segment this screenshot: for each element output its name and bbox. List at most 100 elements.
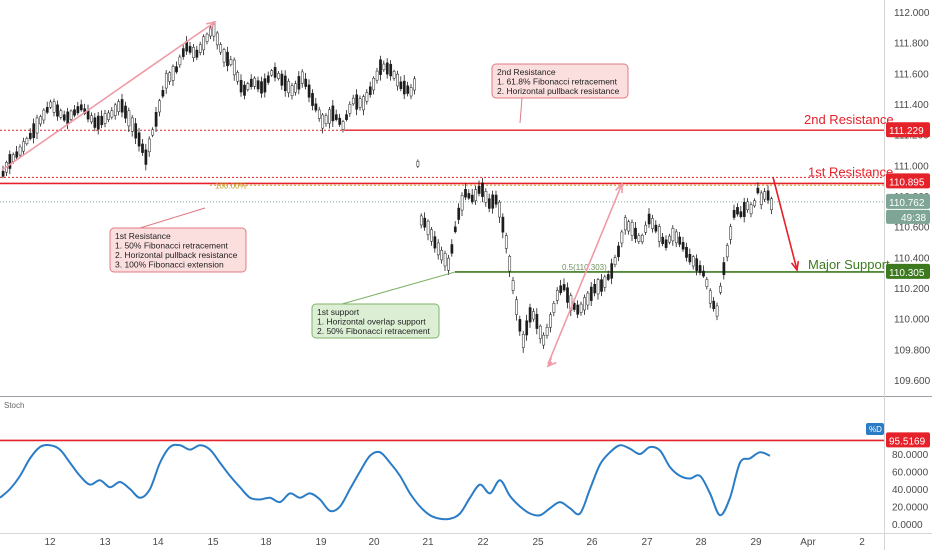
candle-body <box>396 73 399 87</box>
candle-body <box>589 286 593 301</box>
stoch-y-tick-label: 60.0000 <box>892 468 929 479</box>
candle-body <box>725 245 729 258</box>
trend-arrow-up-left-head <box>206 20 217 31</box>
candle-body <box>627 221 631 232</box>
x-tick-label: 19 <box>315 537 327 548</box>
candle-body <box>593 283 597 294</box>
candle-body <box>657 226 661 242</box>
last-price-label: 110.762 <box>889 198 925 209</box>
candle-body <box>671 228 675 242</box>
price-y-tick-label: 110.400 <box>894 253 930 264</box>
candle-body <box>93 117 97 128</box>
level-tag-label: 110.895 <box>889 177 925 188</box>
candle-body <box>249 78 253 87</box>
candle-body <box>66 111 70 125</box>
candle-body <box>277 73 280 79</box>
candle-body <box>358 98 362 108</box>
candle-body <box>253 77 257 87</box>
candle-body <box>494 194 498 205</box>
x-tick-label: 26 <box>586 537 598 548</box>
candle-body <box>171 66 175 81</box>
x-tick-label: 29 <box>750 537 762 548</box>
candle-body <box>651 218 654 229</box>
price-y-tick-label: 112.000 <box>894 8 930 19</box>
candle-body <box>226 51 229 67</box>
candle-body <box>345 114 348 120</box>
callout-resistance1-text: 3. 100% Fibonacci extension <box>115 260 224 270</box>
candle-body <box>644 224 648 233</box>
candle-body <box>181 48 185 57</box>
callout-support-text: 2. 50% Fibonacci retracement <box>317 326 431 336</box>
level-tag <box>886 122 930 138</box>
x-tick-label: 14 <box>152 537 164 548</box>
candle-body <box>583 297 586 311</box>
candle-body <box>158 100 161 113</box>
candle-body <box>477 185 481 194</box>
candle-body <box>746 201 750 211</box>
candle-body <box>406 85 410 94</box>
candle-body <box>620 231 624 244</box>
candle-body <box>508 256 512 272</box>
candle-body <box>630 222 634 236</box>
x-tick-label: 13 <box>99 537 111 548</box>
candle-body <box>440 249 444 261</box>
candle-body <box>130 117 134 132</box>
candle-body <box>219 44 223 53</box>
candle-body <box>389 63 393 77</box>
x-tick-label: 21 <box>422 537 434 548</box>
level-label: Major Support <box>808 257 890 272</box>
candle-body <box>464 189 467 198</box>
candle-body <box>555 290 559 301</box>
candle-body <box>491 194 495 209</box>
candle-body <box>300 71 304 84</box>
candle-body <box>222 49 226 63</box>
candle-body <box>481 182 484 197</box>
candle-body <box>368 86 372 95</box>
candle-body <box>511 280 515 291</box>
candle-body <box>311 93 314 106</box>
callout-resistance1-box <box>109 227 247 273</box>
price-y-tick-label: 111.400 <box>894 100 929 111</box>
stoch-d-tag <box>866 423 884 435</box>
price-y-tick-label: 109.600 <box>894 376 931 387</box>
candle-body <box>559 285 563 293</box>
candle-body <box>447 257 450 271</box>
projection-arrow-head <box>790 260 800 272</box>
candle-body <box>334 114 338 120</box>
candle-body <box>192 47 195 58</box>
candle-body <box>62 114 66 121</box>
callout-resistance2-box <box>491 63 629 99</box>
level-tag <box>886 173 930 189</box>
level-tag-label: 111.229 <box>889 126 924 137</box>
candle-body <box>691 256 695 267</box>
callout-resistance1-text: 1st Resistance <box>115 231 171 241</box>
candle-body <box>416 161 420 167</box>
stoch-d-tag-label: %D <box>869 425 882 434</box>
candle-body <box>90 115 93 123</box>
candle-body <box>49 101 53 108</box>
callout-resistance2-text: 1. 61.8% Fibonacci retracement <box>497 77 618 87</box>
candle-body <box>549 314 552 328</box>
candle-body <box>22 141 25 152</box>
candle-body <box>100 115 104 126</box>
candle-body <box>538 325 542 339</box>
x-tick-label: 2 <box>859 537 865 548</box>
stoch-y-tick-label: 20.0000 <box>892 503 929 514</box>
candle-body <box>586 292 590 306</box>
candle-body <box>617 245 620 258</box>
stoch-label: Stoch <box>4 401 24 410</box>
candle-body <box>613 257 617 265</box>
stoch-level-tag <box>886 432 930 448</box>
candle-body <box>603 276 607 288</box>
candle-body <box>375 70 379 81</box>
candle-body <box>341 121 345 130</box>
candle-body <box>661 236 665 245</box>
candle-body <box>436 242 440 256</box>
candle-body <box>542 334 546 346</box>
candle-body <box>399 81 403 90</box>
candle-body <box>487 198 491 209</box>
callout-support-text: 1. Horizontal overlap support <box>317 317 426 327</box>
candle-body <box>732 210 736 218</box>
trend-arrow-up-mid <box>547 183 623 365</box>
